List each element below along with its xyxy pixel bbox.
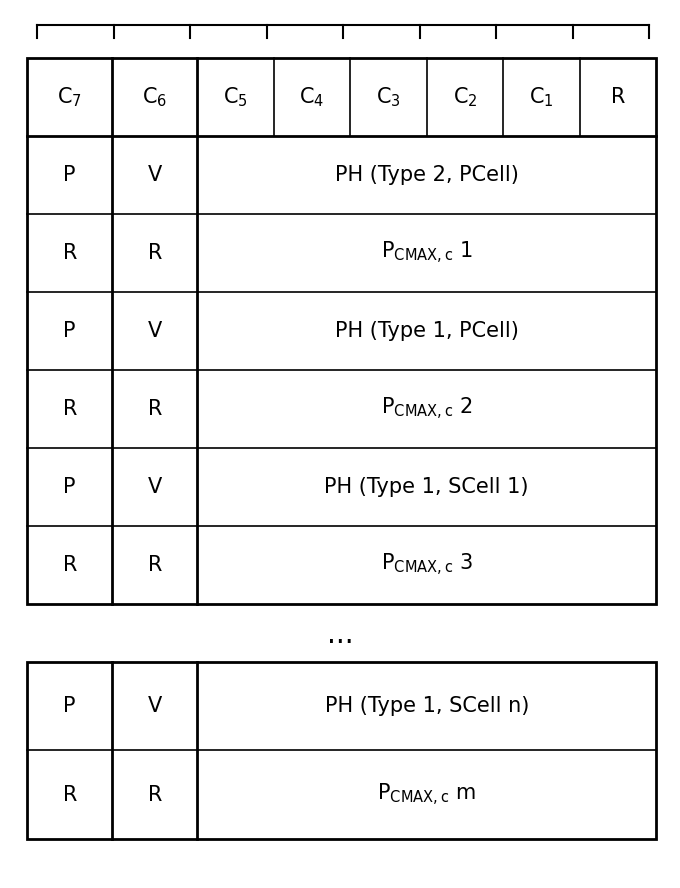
Text: V: V [148,321,162,341]
Text: R: R [148,785,162,805]
Text: PH (Type 2, PCell): PH (Type 2, PCell) [335,165,519,185]
Text: R: R [148,399,162,419]
Text: R: R [611,87,625,107]
Text: P: P [63,477,76,496]
Text: P$_{\mathrm{CMAX,c}}$ 1: P$_{\mathrm{CMAX,c}}$ 1 [381,240,473,266]
Text: C$_2$: C$_2$ [453,85,477,108]
Text: R: R [63,399,77,419]
Text: V: V [148,477,162,496]
Text: P$_{\mathrm{CMAX,c}}$ 3: P$_{\mathrm{CMAX,c}}$ 3 [381,551,473,578]
Text: R: R [63,785,77,805]
Text: R: R [63,242,77,263]
Text: PH (Type 1, PCell): PH (Type 1, PCell) [335,321,519,341]
Text: C$_4$: C$_4$ [299,85,324,108]
Text: V: V [148,165,162,185]
Text: P$_{\mathrm{CMAX,c}}$ m: P$_{\mathrm{CMAX,c}}$ m [377,781,476,808]
Text: R: R [63,555,77,575]
Text: R: R [148,242,162,263]
Text: V: V [148,696,162,716]
Text: ...: ... [326,621,354,649]
Text: C$_7$: C$_7$ [57,85,82,108]
Text: P: P [63,696,76,716]
Text: P: P [63,321,76,341]
Text: C$_1$: C$_1$ [529,85,554,108]
Text: P: P [63,165,76,185]
Text: PH (Type 1, SCell 1): PH (Type 1, SCell 1) [324,477,529,496]
Text: C$_6$: C$_6$ [142,85,167,108]
Text: C$_3$: C$_3$ [376,85,401,108]
Text: C$_5$: C$_5$ [223,85,248,108]
Text: R: R [148,555,162,575]
Text: PH (Type 1, SCell n): PH (Type 1, SCell n) [324,696,529,716]
Text: P$_{\mathrm{CMAX,c}}$ 2: P$_{\mathrm{CMAX,c}}$ 2 [381,396,473,422]
